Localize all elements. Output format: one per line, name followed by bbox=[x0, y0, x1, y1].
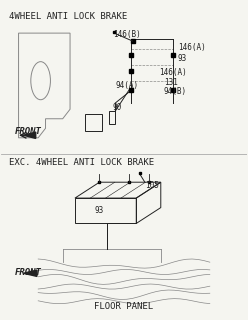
Text: 93: 93 bbox=[94, 206, 104, 215]
Text: FLOOR PANEL: FLOOR PANEL bbox=[94, 302, 154, 311]
Text: 105: 105 bbox=[145, 181, 159, 190]
Text: EXC. 4WHEEL ANTI LOCK BRAKE: EXC. 4WHEEL ANTI LOCK BRAKE bbox=[9, 158, 154, 167]
Bar bbox=[109, 111, 115, 124]
Text: 94(A): 94(A) bbox=[115, 81, 139, 90]
Text: FRONT: FRONT bbox=[15, 268, 42, 277]
Polygon shape bbox=[24, 270, 37, 276]
Text: 93: 93 bbox=[178, 54, 187, 63]
Bar bbox=[85, 114, 102, 132]
Text: 90: 90 bbox=[113, 103, 122, 112]
Text: 146(A): 146(A) bbox=[159, 68, 187, 77]
Text: 146(A): 146(A) bbox=[178, 43, 206, 52]
Text: 94(B): 94(B) bbox=[163, 87, 186, 96]
Text: 131: 131 bbox=[164, 78, 178, 87]
Text: FRONT: FRONT bbox=[15, 127, 42, 136]
Text: 146(B): 146(B) bbox=[113, 30, 141, 39]
Text: 4WHEEL ANTI LOCK BRAKE: 4WHEEL ANTI LOCK BRAKE bbox=[9, 12, 127, 21]
Polygon shape bbox=[24, 132, 36, 139]
